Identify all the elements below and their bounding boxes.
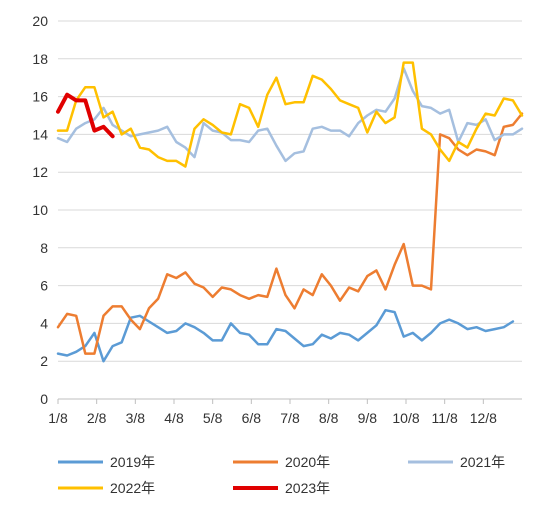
y-tick-label: 8: [40, 240, 48, 256]
x-tick-label: 7/8: [280, 410, 300, 426]
legend-label: 2022年: [110, 480, 155, 496]
legend-label: 2021年: [460, 454, 505, 470]
legend-label: 2023年: [285, 480, 330, 496]
x-tick-label: 5/8: [203, 410, 223, 426]
x-tick-label: 10/8: [392, 410, 419, 426]
y-tick-label: 4: [40, 315, 48, 331]
y-tick-label: 0: [40, 391, 48, 407]
legend: 2019年 2020年 2021年 2022年 2023年: [58, 454, 505, 496]
series-line-5: [56, 92, 115, 139]
x-tick-label: 8/8: [319, 410, 339, 426]
x-tick-label: 2/8: [87, 410, 107, 426]
x-tick-label: 3/8: [126, 410, 146, 426]
series-lines: [56, 61, 524, 363]
legend-label: 2019年: [110, 454, 155, 470]
y-tick-label: 6: [40, 278, 48, 294]
series-line-2: [56, 112, 524, 355]
gridlines: [58, 20, 522, 362]
x-tick-label: 4/8: [164, 410, 184, 426]
x-tick-label: 6/8: [242, 410, 262, 426]
x-tick-label: 11/8: [432, 410, 458, 426]
y-tick-label: 10: [32, 202, 48, 218]
x-axis-ticks: 1/8 2/8 3/8 4/8 5/8 6/8 7/8 8/8 9/8 10/8 11/8 12/8: [48, 399, 497, 426]
y-tick-label: 20: [32, 13, 48, 29]
legend-label: 2020年: [285, 454, 330, 470]
series-line-1: [56, 308, 515, 363]
x-tick-label: 9/8: [358, 410, 378, 426]
y-axis-ticks: 0 2 4 6 8 10 12 14 16 18 20: [32, 13, 48, 407]
x-tick-label: 1/8: [48, 410, 68, 426]
series-line-3: [56, 67, 524, 163]
y-tick-label: 12: [32, 164, 48, 180]
y-tick-label: 2: [40, 353, 48, 369]
series-line-4: [56, 61, 524, 168]
y-tick-label: 16: [32, 89, 48, 105]
y-tick-label: 18: [32, 51, 48, 67]
x-tick-label: 12/8: [470, 410, 497, 426]
y-tick-label: 14: [32, 126, 48, 142]
